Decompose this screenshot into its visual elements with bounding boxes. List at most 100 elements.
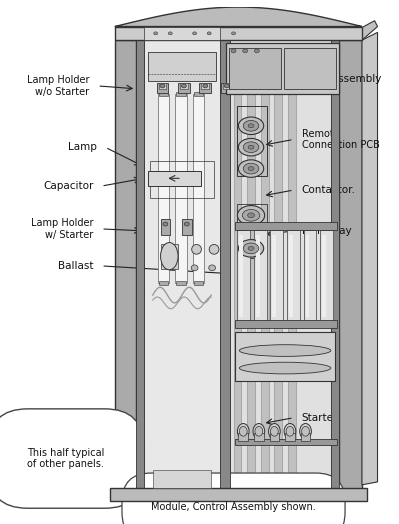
Ellipse shape	[231, 49, 236, 53]
Text: Starter: Starter	[302, 413, 338, 423]
Bar	[180, 83, 188, 89]
Bar	[144, 27, 220, 40]
Bar	[285, 433, 295, 441]
Text: Fan Relay: Fan Relay	[302, 226, 351, 236]
Text: Timer Assembly: Timer Assembly	[298, 74, 381, 84]
Ellipse shape	[238, 239, 264, 257]
Ellipse shape	[255, 49, 259, 53]
Bar	[254, 230, 267, 322]
Ellipse shape	[207, 32, 211, 35]
Bar	[157, 83, 168, 93]
Ellipse shape	[160, 243, 178, 270]
Ellipse shape	[203, 84, 208, 88]
Bar	[273, 235, 277, 318]
Bar	[115, 27, 362, 40]
Bar	[158, 83, 166, 89]
Bar	[194, 92, 203, 95]
Bar	[288, 76, 296, 485]
Bar	[178, 83, 190, 93]
Bar	[237, 106, 267, 177]
Bar	[254, 433, 264, 441]
Ellipse shape	[163, 222, 168, 226]
Bar	[160, 219, 170, 235]
Bar	[158, 94, 169, 283]
Polygon shape	[115, 7, 362, 27]
Ellipse shape	[239, 345, 331, 356]
Bar	[193, 94, 204, 283]
Bar	[247, 76, 255, 485]
Bar	[235, 222, 337, 230]
Ellipse shape	[182, 84, 186, 88]
Bar	[194, 281, 203, 286]
Bar	[320, 230, 333, 322]
Bar	[176, 281, 186, 286]
Ellipse shape	[243, 243, 259, 254]
Ellipse shape	[284, 423, 296, 439]
Ellipse shape	[231, 32, 235, 35]
Ellipse shape	[253, 423, 265, 439]
Bar	[256, 235, 260, 318]
Bar	[301, 433, 310, 441]
Bar	[200, 83, 211, 93]
Ellipse shape	[168, 32, 172, 35]
Bar	[220, 40, 230, 490]
Ellipse shape	[269, 423, 280, 439]
Bar	[237, 230, 250, 322]
Bar	[275, 76, 282, 485]
Bar	[150, 161, 214, 198]
Ellipse shape	[243, 49, 248, 53]
Ellipse shape	[286, 427, 294, 436]
Bar	[306, 235, 309, 318]
Text: Lamp Holder
w/ Starter: Lamp Holder w/ Starter	[31, 218, 93, 239]
Bar	[284, 48, 336, 89]
Bar	[148, 170, 201, 186]
Bar	[235, 320, 337, 328]
Bar	[339, 40, 362, 490]
Ellipse shape	[239, 427, 247, 436]
Text: Lamp Holder
w/o Starter: Lamp Holder w/o Starter	[27, 75, 89, 97]
Text: Lamp: Lamp	[68, 142, 97, 152]
Bar	[235, 439, 337, 445]
Ellipse shape	[237, 423, 249, 439]
Bar	[322, 235, 326, 318]
Text: Contactor.: Contactor.	[302, 185, 356, 195]
Ellipse shape	[191, 265, 198, 271]
Ellipse shape	[243, 163, 259, 174]
Ellipse shape	[271, 427, 278, 436]
Bar	[136, 40, 144, 490]
Ellipse shape	[239, 362, 331, 374]
Ellipse shape	[248, 145, 254, 149]
Text: Capacitor: Capacitor	[43, 181, 93, 191]
Polygon shape	[153, 470, 211, 488]
Bar	[239, 235, 243, 318]
Bar	[331, 40, 339, 490]
Ellipse shape	[224, 84, 229, 88]
Bar	[238, 433, 248, 441]
Bar	[182, 219, 192, 235]
Ellipse shape	[238, 160, 264, 177]
Ellipse shape	[237, 205, 265, 225]
Ellipse shape	[192, 245, 201, 254]
Ellipse shape	[248, 167, 254, 170]
Ellipse shape	[243, 142, 259, 152]
Bar	[175, 94, 187, 283]
Polygon shape	[339, 20, 377, 40]
Ellipse shape	[248, 213, 255, 218]
Text: Ballast: Ballast	[58, 261, 93, 271]
Bar	[230, 40, 331, 490]
Bar	[226, 43, 339, 94]
Ellipse shape	[300, 423, 311, 439]
Ellipse shape	[184, 222, 189, 226]
Ellipse shape	[243, 121, 259, 131]
Bar	[176, 92, 186, 95]
Bar	[110, 488, 367, 501]
Bar	[271, 230, 283, 322]
Bar	[237, 238, 267, 258]
Bar	[289, 235, 293, 318]
Bar	[223, 83, 231, 89]
Bar	[229, 48, 281, 89]
Ellipse shape	[255, 427, 263, 436]
Ellipse shape	[242, 210, 260, 221]
Bar	[158, 92, 168, 95]
Ellipse shape	[302, 427, 309, 436]
